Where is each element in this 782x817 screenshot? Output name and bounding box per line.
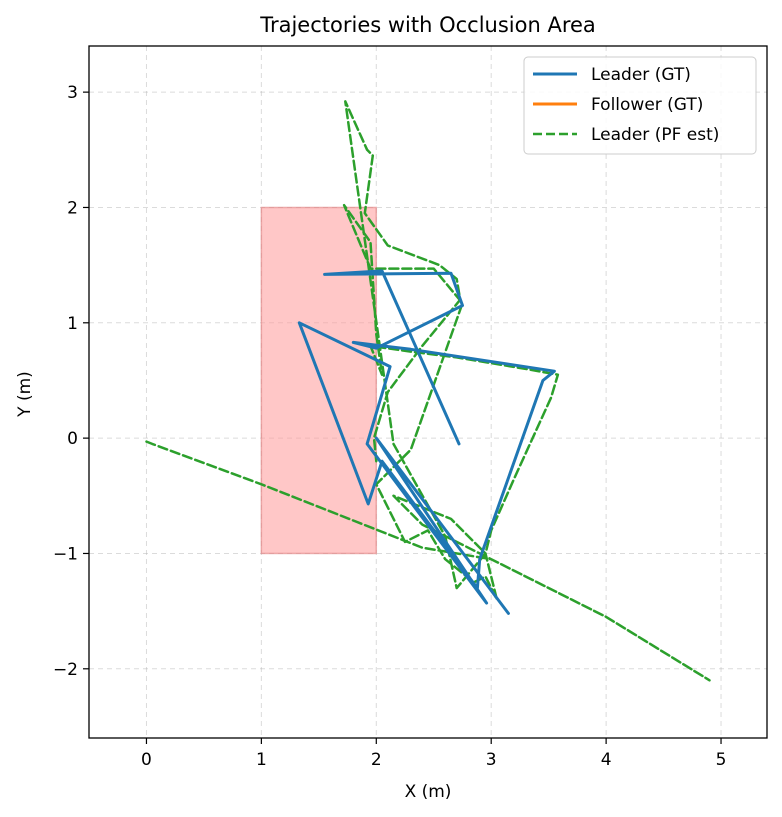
chart-title: Trajectories with Occlusion Area: [259, 13, 596, 37]
series-layer: [145, 100, 711, 682]
legend-label-leader-pf: Leader (PF est): [591, 125, 719, 145]
y-tick-label: 3: [67, 83, 78, 103]
x-axis-label: X (m): [405, 782, 452, 802]
occlusion-area: [260, 206, 378, 555]
legend-box: [523, 56, 757, 155]
y-tick-label: 2: [67, 198, 78, 218]
series-line-leader-gt: [297, 269, 556, 615]
legend-label-leader-gt: Leader (GT): [591, 65, 691, 85]
x-tick-label: 3: [486, 750, 497, 770]
y-tick-label: −2: [53, 660, 78, 680]
x-tick-label: 0: [141, 750, 152, 770]
y-tick-label: 0: [67, 429, 78, 449]
x-tick-label: 5: [716, 750, 727, 770]
y-axis-label: Y (m): [15, 371, 35, 418]
legend-label-follower-gt: Follower (GT): [591, 95, 703, 115]
occlusion-area-layer: [260, 206, 378, 555]
series-line-leader-pf-est: [145, 100, 711, 682]
plot-frame: [88, 45, 768, 739]
x-tick-label: 4: [601, 750, 612, 770]
x-tick-label: 1: [256, 750, 267, 770]
y-tick-label: 1: [67, 314, 78, 334]
axis-ticks: 0 1 2 3 4 5 −2 −1 0 1 2 3: [53, 83, 727, 770]
y-tick-label: −1: [53, 544, 78, 564]
legend: Leader (GT) Follower (GT) Leader (PF est…: [523, 56, 757, 155]
x-tick-label: 2: [371, 750, 382, 770]
